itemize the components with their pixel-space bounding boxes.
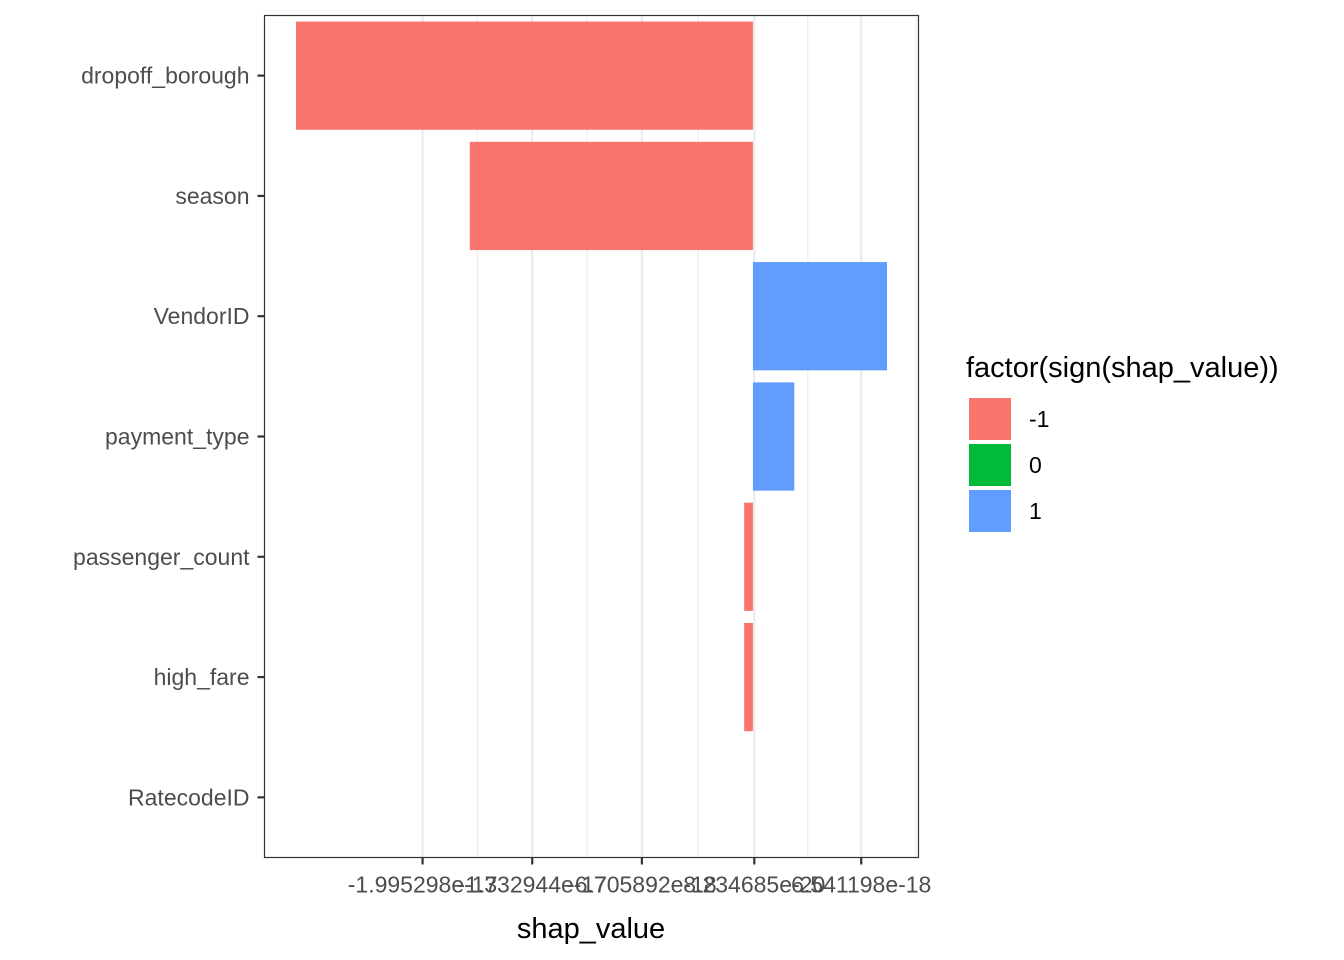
- bar-payment_type: [752, 382, 795, 491]
- y-tick-label: dropoff_borough: [81, 63, 249, 89]
- legend-label: -1: [1029, 406, 1049, 432]
- x-tick-label: -1.332944e-17: [457, 872, 607, 898]
- x-tick-label: 6.541198e-18: [791, 872, 931, 898]
- bar-passenger_count: [744, 502, 753, 611]
- legend-key-0: [969, 444, 1011, 486]
- bars: [295, 21, 888, 732]
- y-tick-label: RatecodeID: [128, 784, 249, 810]
- bar-season: [469, 141, 753, 251]
- x-tick-label: 8.234685e-20: [683, 872, 825, 898]
- x-axis-title: shap_value: [517, 913, 665, 945]
- y-tick-label: high_fare: [154, 664, 250, 690]
- legend-title: factor(sign(shap_value)): [966, 352, 1279, 384]
- legend-label: 0: [1029, 452, 1042, 478]
- y-tick-label: payment_type: [105, 424, 249, 450]
- y-tick-label: VendorID: [154, 303, 250, 329]
- legend-label: 1: [1029, 498, 1042, 524]
- y-tick-label: passenger_count: [73, 544, 250, 570]
- bar-high_fare: [744, 622, 753, 732]
- x-tick-label: -1.995298e-17: [348, 872, 498, 898]
- legend-key--1: [969, 398, 1011, 440]
- legend: factor(sign(shap_value)) -1 0 1: [966, 352, 1279, 532]
- bar-dropoff_borough: [295, 21, 753, 130]
- x-axis: -1.995298e-17-1.332944e-17-6.705892e-188…: [348, 857, 931, 898]
- legend-key-1: [969, 490, 1011, 532]
- y-tick-label: season: [175, 183, 249, 209]
- x-tick-label: -6.705892e-18: [567, 872, 717, 898]
- bar-VendorID: [752, 262, 888, 371]
